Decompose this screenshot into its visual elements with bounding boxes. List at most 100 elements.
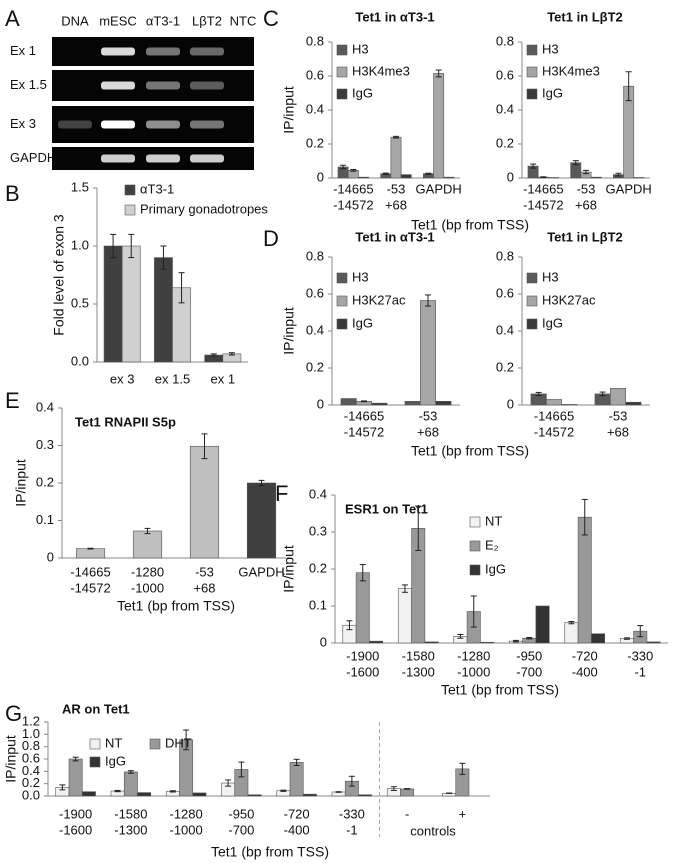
error-bar bbox=[59, 784, 66, 791]
bar bbox=[424, 641, 439, 644]
gel-band bbox=[101, 47, 135, 56]
error-bar bbox=[540, 176, 547, 178]
bar bbox=[646, 641, 661, 644]
legend-label: H3K27ac bbox=[352, 292, 406, 307]
y-tick-label: 0.0 bbox=[71, 353, 89, 368]
legend-swatch bbox=[336, 66, 348, 78]
error-bar bbox=[87, 547, 94, 550]
legend-label: IgG bbox=[352, 85, 373, 100]
error-bar bbox=[623, 637, 630, 640]
chart-title: Tet1 in LβT2 bbox=[547, 9, 623, 24]
y-tick-label: 0.6 bbox=[496, 285, 514, 300]
legend-swatch bbox=[469, 516, 481, 528]
x-tick-label: -1000 bbox=[457, 664, 490, 679]
lane-label: NTC bbox=[230, 13, 257, 28]
x-tick-label: ex 3 bbox=[110, 371, 135, 386]
bar bbox=[404, 400, 421, 406]
legend-swatch bbox=[89, 756, 101, 768]
bar bbox=[420, 300, 436, 406]
panel-letter: A bbox=[5, 6, 20, 31]
error-bar bbox=[401, 584, 408, 593]
legend-swatch bbox=[336, 88, 348, 100]
x-tick-label: -1600 bbox=[59, 822, 92, 837]
y-tick-label: 0.6 bbox=[22, 750, 40, 765]
x-tick-label: -53 bbox=[577, 181, 596, 196]
bar bbox=[132, 530, 163, 559]
error-bar bbox=[415, 505, 422, 551]
y-tick-label: 0.3 bbox=[309, 523, 327, 538]
y-tick-label: 0.4 bbox=[496, 322, 514, 337]
error-bar bbox=[228, 352, 235, 356]
chart-title: Tet1 in LβT2 bbox=[547, 229, 623, 244]
bar bbox=[633, 177, 645, 179]
error-bar bbox=[390, 786, 397, 791]
error-bar bbox=[183, 729, 190, 751]
gel-band bbox=[190, 81, 224, 90]
bar bbox=[548, 177, 559, 179]
y-tick-label: 0.2 bbox=[36, 474, 54, 489]
error-bar bbox=[348, 775, 355, 787]
x-tick-label: -700 bbox=[516, 664, 542, 679]
bar bbox=[590, 176, 602, 179]
x-tick-label: ex 1 bbox=[211, 371, 236, 386]
error-bar bbox=[583, 169, 589, 175]
x-axis-title: Tet1 (bp from TSS) bbox=[411, 217, 529, 233]
bar bbox=[121, 245, 141, 363]
bar bbox=[577, 516, 592, 644]
x-tick-label: -14665 bbox=[70, 564, 110, 579]
y-tick-label: 1.5 bbox=[71, 179, 89, 194]
error-bar bbox=[615, 172, 622, 177]
gel-band bbox=[146, 47, 180, 56]
legend-swatch bbox=[526, 318, 538, 330]
legend-swatch bbox=[526, 44, 538, 56]
chart-title: Tet1 RNAPII S5p bbox=[75, 414, 176, 429]
x-tick-label: -1280 bbox=[131, 564, 164, 579]
x-tick-label: -14572 bbox=[333, 197, 373, 212]
error-bar bbox=[280, 789, 287, 792]
chart-title: Tet1 in αT3-1 bbox=[355, 9, 434, 24]
bar bbox=[435, 400, 452, 406]
bar bbox=[625, 401, 642, 406]
y-tick-label: 0.8 bbox=[306, 33, 324, 48]
bar bbox=[443, 176, 455, 179]
x-tick-label: -330 bbox=[627, 648, 653, 663]
bar bbox=[369, 640, 384, 644]
bar bbox=[81, 791, 96, 797]
error-bar bbox=[169, 790, 176, 793]
y-tick-label: 0.8 bbox=[22, 738, 40, 753]
y-tick-label: 0.2 bbox=[306, 135, 324, 150]
x-tick-label: GAPDH bbox=[416, 181, 462, 196]
bar bbox=[103, 245, 123, 363]
y-tick-label: 0.3 bbox=[36, 437, 54, 452]
bar bbox=[246, 482, 277, 559]
legend-label: αT3-1 bbox=[140, 181, 174, 196]
error-bar bbox=[535, 391, 542, 396]
y-tick-label: 0 bbox=[507, 169, 514, 184]
bar bbox=[546, 399, 562, 406]
x-tick-label: -53 bbox=[387, 181, 406, 196]
y-tick-label: 0 bbox=[507, 396, 514, 411]
y-tick-label: 1.0 bbox=[22, 726, 40, 741]
bar bbox=[137, 792, 152, 797]
error-bar bbox=[425, 172, 432, 175]
y-axis-title: IP/input bbox=[281, 545, 297, 593]
legend-label: NT bbox=[105, 735, 122, 750]
error-bar bbox=[530, 163, 537, 169]
row-label: Ex 3 bbox=[10, 116, 36, 131]
error-bar bbox=[526, 636, 533, 640]
bar bbox=[75, 548, 106, 559]
error-bar bbox=[512, 639, 519, 643]
y-axis-title: Fold level of exon 3 bbox=[51, 214, 67, 336]
legend-swatch bbox=[526, 272, 538, 284]
legend-label: IgG bbox=[105, 753, 126, 768]
row-label: Ex 1 bbox=[10, 43, 36, 58]
gel-band bbox=[101, 154, 135, 163]
row-label: GAPDH bbox=[10, 150, 56, 165]
x-tick-label: -1 bbox=[346, 822, 358, 837]
x-tick-label: -400 bbox=[572, 664, 598, 679]
chart-title: AR on Tet1 bbox=[62, 701, 130, 716]
x-tick-label: -14572 bbox=[344, 424, 384, 439]
chart-title: Tet1 in αT3-1 bbox=[355, 229, 434, 244]
error-bar bbox=[435, 69, 442, 78]
